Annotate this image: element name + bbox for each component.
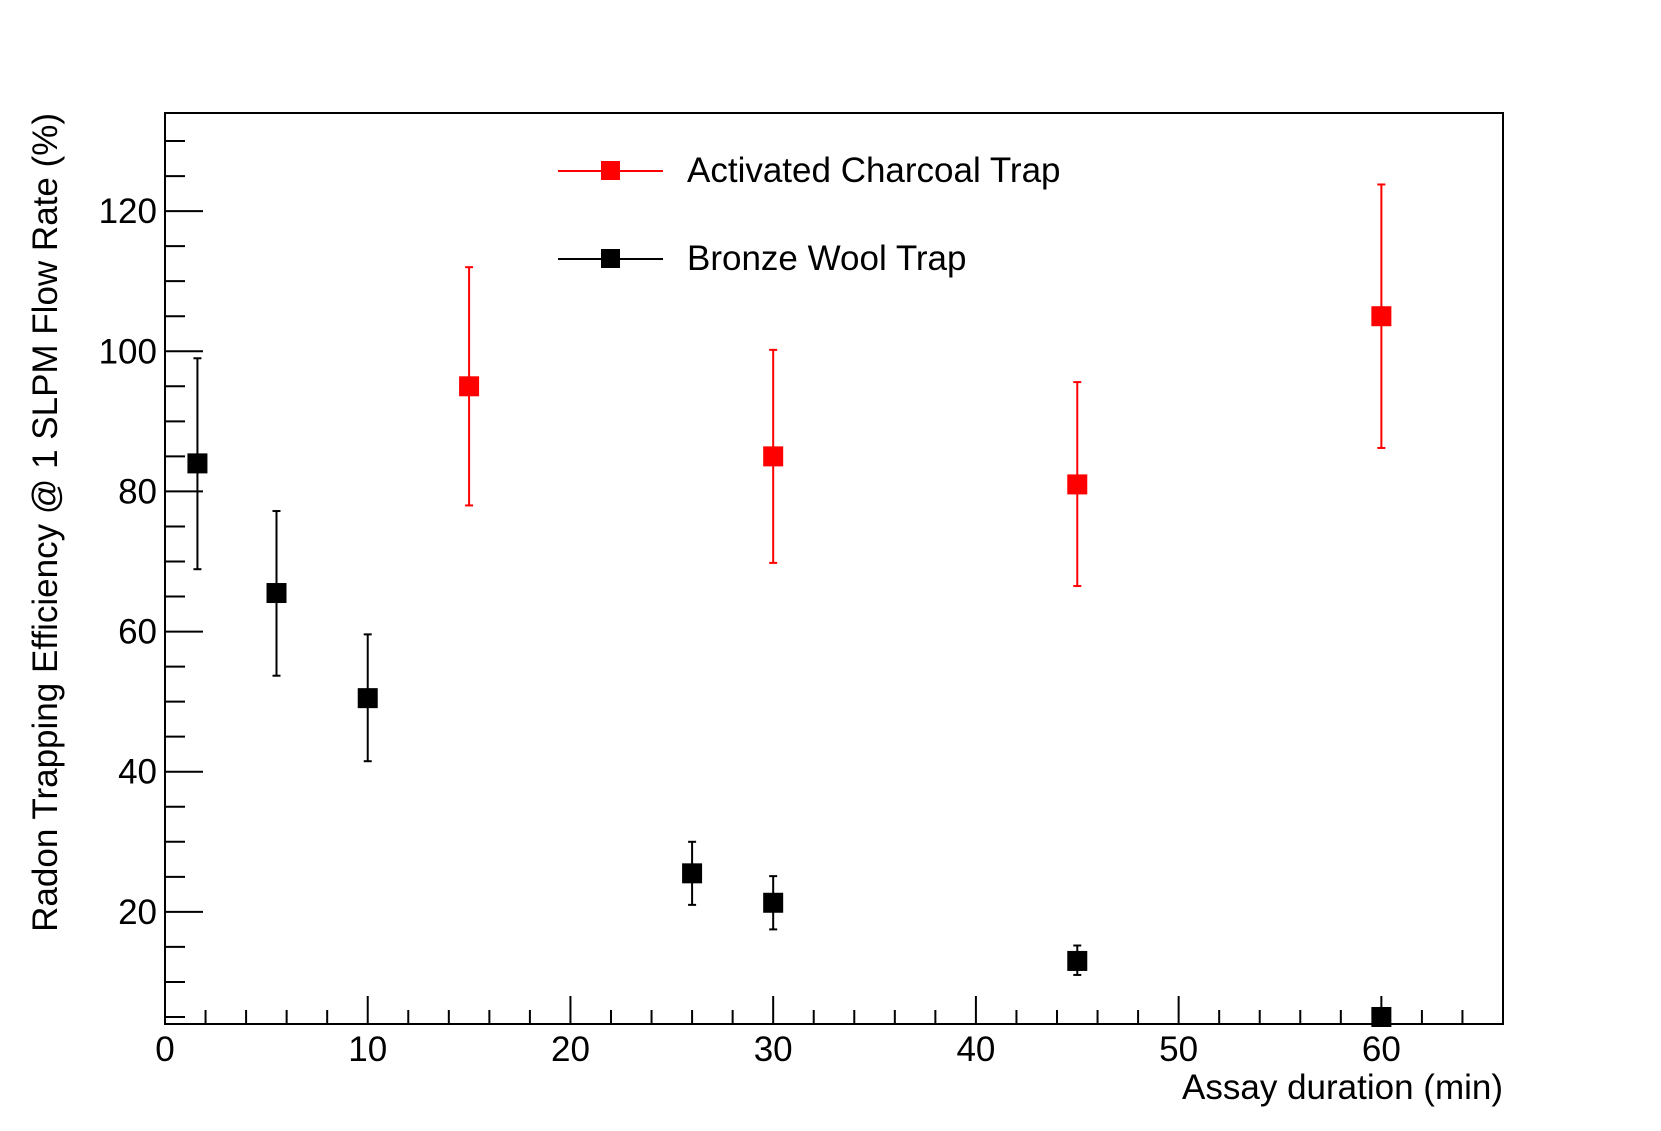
data-point (1371, 306, 1392, 327)
x-axis-tick-labels: 0 10 20 30 40 50 60 (155, 1030, 1401, 1069)
y-tick-label: 120 (99, 192, 157, 231)
x-tick-label: 60 (1362, 1030, 1401, 1069)
legend-item-charcoal: Activated Charcoal Trap (558, 151, 1061, 190)
y-tick-label: 100 (99, 332, 157, 371)
x-axis-ticks (164, 996, 1504, 1024)
data-point (266, 583, 287, 604)
x-axis-label: Assay duration (min) (1182, 1068, 1503, 1107)
x-tick-label: 0 (155, 1030, 174, 1069)
y-tick-label: 20 (118, 893, 157, 932)
y-axis-ticks (165, 140, 203, 1018)
data-point (357, 688, 378, 709)
y-tick-label: 80 (118, 472, 157, 511)
x-tick-label: 10 (348, 1030, 387, 1069)
data-point (187, 453, 208, 474)
series-bronze (187, 357, 1392, 1027)
x-tick-label: 20 (551, 1030, 590, 1069)
y-axis-tick-labels: 20 40 60 80 100 120 (99, 192, 157, 932)
y-tick-label: 40 (118, 753, 157, 792)
plot-frame (164, 112, 1504, 1025)
legend-item-bronze: Bronze Wool Trap (558, 239, 967, 278)
legend-label-charcoal: Activated Charcoal Trap (687, 151, 1061, 190)
y-tick-label: 60 (118, 613, 157, 652)
data-point (1067, 950, 1088, 971)
legend: Activated Charcoal Trap Bronze Wool Trap (558, 151, 1061, 278)
data-point (459, 376, 480, 397)
x-tick-label: 50 (1159, 1030, 1198, 1069)
legend-marker-bronze (601, 249, 620, 268)
x-tick-label: 40 (956, 1030, 995, 1069)
plot-data (187, 183, 1392, 1027)
series-charcoal (459, 183, 1392, 588)
legend-label-bronze: Bronze Wool Trap (687, 239, 967, 278)
data-point (763, 892, 784, 913)
x-tick-label: 30 (754, 1030, 793, 1069)
data-point (1371, 1006, 1392, 1027)
data-point (682, 863, 703, 884)
data-point (1067, 474, 1088, 495)
data-point (763, 446, 784, 467)
legend-marker-charcoal (601, 161, 620, 180)
y-axis-label: Radon Trapping Efficiency @ 1 SLPM Flow … (26, 113, 65, 932)
